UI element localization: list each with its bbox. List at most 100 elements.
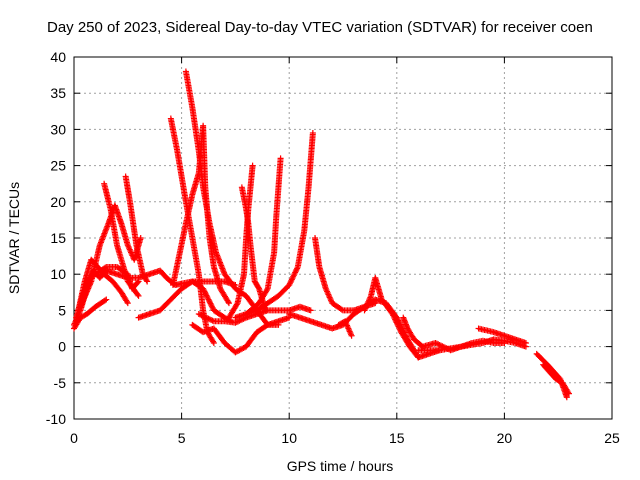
data-point [392,317,399,324]
data-point [290,272,297,279]
y-tick-label: -10 [46,411,66,427]
data-point [433,340,440,347]
series-arc-15 [225,162,256,321]
series-arc-26 [540,361,572,397]
data-point [294,265,301,272]
x-tick-label: 25 [604,430,620,446]
series-arc-7 [77,202,144,310]
data-point [207,300,214,307]
y-tick-label: 15 [50,230,66,246]
y-tick-label: -5 [54,375,67,391]
data-point [293,266,300,273]
data-point [292,268,299,275]
data-point [390,313,397,320]
data-point [225,300,232,307]
data-point [135,292,142,299]
data-point [287,279,294,286]
series-arc-13 [195,303,314,326]
data-point [206,299,213,306]
y-tick-label: 5 [58,302,66,318]
data-point [392,316,399,323]
data-point [202,314,209,321]
data-point [102,297,109,304]
data-point [137,235,144,241]
data-point [391,315,398,322]
data-point [292,269,299,276]
data-point [124,300,131,307]
data-point [522,339,529,346]
data-point [199,312,206,319]
data-point [288,276,295,283]
data-point [255,284,262,291]
series-arc-9 [167,115,217,346]
x-axis-label: GPS time / hours [287,458,394,474]
data-point [396,324,403,331]
data-point [135,278,142,285]
data-point [291,270,298,277]
data-point [204,295,211,302]
data-point [225,314,232,321]
data-point [395,323,402,330]
x-tick-label: 15 [389,430,405,446]
data-point [103,296,110,303]
data-point [307,307,314,314]
data-point [205,315,212,322]
series-arc-6 [122,173,151,285]
x-tick-label: 0 [70,430,78,446]
data-point [123,298,130,305]
y-axis-label: SDTVAR / TECUs [6,182,22,294]
data-point [225,298,232,305]
data-point [389,311,396,318]
data-point [210,338,217,345]
data-point [432,339,439,346]
series-arc-23 [415,336,529,354]
y-tick-label: 30 [50,121,66,137]
data-point [565,389,572,396]
data-point [208,303,215,310]
data-point [209,304,216,311]
data-point [208,316,215,323]
data-point [394,322,401,329]
data-point [226,313,233,320]
x-tick-label: 20 [497,430,513,446]
data-point [134,291,141,298]
y-tick-label: 40 [50,49,66,65]
y-tick-label: 10 [50,266,66,282]
series-arc-4 [75,256,131,314]
data-point [198,312,205,319]
data-point [209,317,216,324]
x-tick-label: 10 [281,430,297,446]
data-point [338,306,345,313]
data-point [390,312,397,319]
data-point [197,311,204,318]
series-arc-21 [361,274,443,361]
data-point [565,390,572,397]
y-tick-label: 35 [50,85,66,101]
y-tick-label: 0 [58,339,66,355]
data-point [289,275,296,282]
data-point [394,320,401,327]
data-point [290,273,297,280]
data-point [195,311,202,318]
data-point [348,332,355,339]
data-point [206,316,213,323]
x-tick-label: 5 [178,430,186,446]
series-arc-24 [475,325,529,346]
data-point [102,264,109,271]
series-arc-11 [169,122,232,307]
series-arc-20 [335,318,355,339]
data-point [204,293,211,300]
data-point [232,314,239,321]
series-arc-12 [189,314,293,356]
data-point [204,314,211,321]
data-point [201,313,208,320]
data-point [203,292,210,299]
axis-ticks: 0 5 10 15 20 25 -10 -5 0 5 10 15 20 25 30 35 40 [46,49,620,446]
data-point [435,341,442,348]
data-point [134,279,141,286]
data-point [144,278,151,285]
data-point [243,311,250,318]
y-tick-label: 20 [50,194,66,210]
data-marks [71,68,572,401]
data-point [143,277,150,284]
